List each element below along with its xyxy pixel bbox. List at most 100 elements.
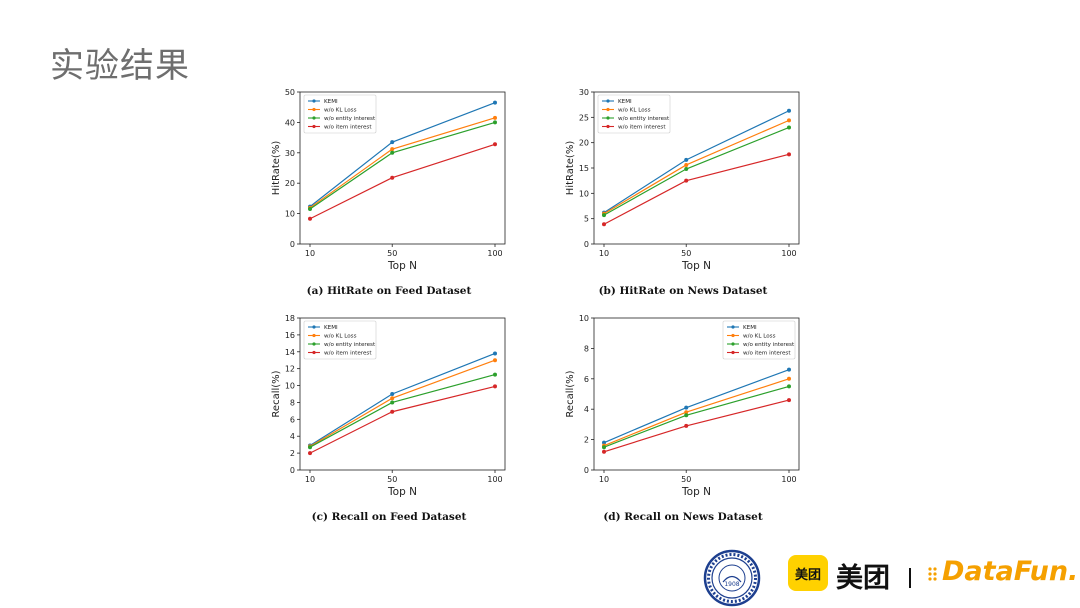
data-point <box>684 167 689 172</box>
legend-marker <box>731 342 735 346</box>
legend-label: w/o KL Loss <box>324 334 357 340</box>
y-tick-label: 8 <box>584 344 589 353</box>
data-point <box>493 100 497 105</box>
x-axis-label: Top N <box>681 260 711 272</box>
data-point <box>308 207 312 212</box>
y-axis-label: HitRate(%) <box>271 141 282 196</box>
data-point <box>493 120 497 125</box>
x-tick-label: 50 <box>681 475 691 484</box>
data-point <box>787 367 791 372</box>
data-point <box>684 423 689 428</box>
legend-label: w/o KL Loss <box>618 108 651 114</box>
x-tick-label: 10 <box>305 475 315 484</box>
y-tick-label: 4 <box>290 432 295 441</box>
legend-marker <box>312 333 316 338</box>
x-tick-label: 10 <box>599 475 609 484</box>
data-point <box>787 118 791 123</box>
data-point <box>787 108 791 113</box>
legend-marker <box>731 325 735 329</box>
series-line-2 <box>603 126 790 216</box>
legend-label: w/o entity interest <box>618 116 670 122</box>
x-tick-label: 50 <box>681 249 691 258</box>
x-axis-label: Top N <box>681 486 711 498</box>
x-tick-label: 50 <box>387 475 397 484</box>
series-line-0 <box>603 369 790 444</box>
data-point <box>493 115 497 120</box>
series-line-2 <box>309 121 496 210</box>
data-point <box>787 376 791 381</box>
data-point <box>308 451 312 456</box>
y-tick-label: 30 <box>285 149 295 158</box>
legend-box <box>303 320 377 360</box>
x-tick-label: 10 <box>599 249 609 258</box>
y-tick-label: 6 <box>584 375 589 384</box>
series-line-3 <box>309 143 496 220</box>
y-tick-label: 15 <box>579 164 589 173</box>
data-point <box>390 175 395 180</box>
x-tick-label: 100 <box>781 475 796 484</box>
x-tick-label: 10 <box>305 249 315 258</box>
series-line-3 <box>603 399 790 453</box>
y-tick-label: 2 <box>584 436 589 445</box>
legend-label: KEMI <box>618 99 632 105</box>
data-point <box>493 384 497 389</box>
legend-marker <box>312 116 316 120</box>
data-point <box>493 351 497 356</box>
legend-label: w/o entity interest <box>324 342 376 348</box>
chart-hitrate-news: 0 5 10 15 20 25 30 10 50 100 Top N HitRate(%) KEMI w/… <box>565 88 800 272</box>
y-tick-label: 50 <box>285 88 295 97</box>
data-point <box>390 147 395 152</box>
legend-label: w/o item interest <box>618 125 666 131</box>
series-line-3 <box>309 385 496 454</box>
university-year: 1908 <box>724 581 739 588</box>
chart-recall-news: 0 2 4 6 8 10 10 50 100 Top N Recall(%) KEMI w/o KL L… <box>565 314 800 498</box>
y-tick-label: 16 <box>285 331 295 340</box>
legend-marker <box>606 107 610 112</box>
legend-label: w/o entity interest <box>743 342 795 348</box>
page-title: 实验结果 <box>50 46 190 86</box>
plot-frame <box>593 317 800 471</box>
y-tick-label: 30 <box>579 88 589 97</box>
legend-marker <box>312 107 316 112</box>
plot-frame <box>299 91 506 245</box>
y-tick-label: 6 <box>290 415 295 424</box>
x-tick-label: 100 <box>781 249 796 258</box>
x-tick-label: 100 <box>487 249 502 258</box>
y-tick-label: 0 <box>290 466 295 475</box>
legend-marker <box>312 325 316 329</box>
y-tick-label: 0 <box>584 240 589 249</box>
plot-frame <box>299 317 506 471</box>
data-point <box>390 400 395 405</box>
y-tick-label: 0 <box>584 466 589 475</box>
chart-caption-b: (b) HitRate on News Dataset <box>598 285 768 297</box>
legend-marker <box>731 333 735 338</box>
data-point <box>787 384 791 389</box>
legend-marker <box>312 342 316 346</box>
legend-label: w/o entity interest <box>324 116 376 122</box>
legend-marker <box>312 99 316 103</box>
data-point <box>602 440 606 445</box>
legend-label: w/o item interest <box>743 351 791 357</box>
data-point <box>493 358 497 363</box>
data-point <box>787 152 791 157</box>
x-tick-label: 50 <box>387 249 397 258</box>
legend-box <box>597 94 671 134</box>
data-point <box>787 125 791 130</box>
legend-label: KEMI <box>324 99 338 105</box>
data-point <box>787 398 791 403</box>
meituan-wordmark: 美团 <box>836 563 890 594</box>
y-tick-label: 4 <box>584 405 589 414</box>
series-line-2 <box>309 373 496 448</box>
data-point <box>602 449 606 454</box>
chart-hitrate-feed: 0 10 20 30 40 50 10 50 100 Top N HitRate(%) KEMI w/o… <box>271 88 506 272</box>
data-point <box>390 392 395 396</box>
x-tick-label: 100 <box>487 475 502 484</box>
y-tick-label: 0 <box>290 240 295 249</box>
legend-label: KEMI <box>743 325 757 331</box>
legend-marker <box>606 124 610 129</box>
legend-label: KEMI <box>324 325 338 331</box>
y-tick-label: 20 <box>285 179 295 188</box>
legend-label: w/o KL Loss <box>743 334 776 340</box>
logo-separator <box>909 568 911 588</box>
data-point <box>493 142 497 147</box>
